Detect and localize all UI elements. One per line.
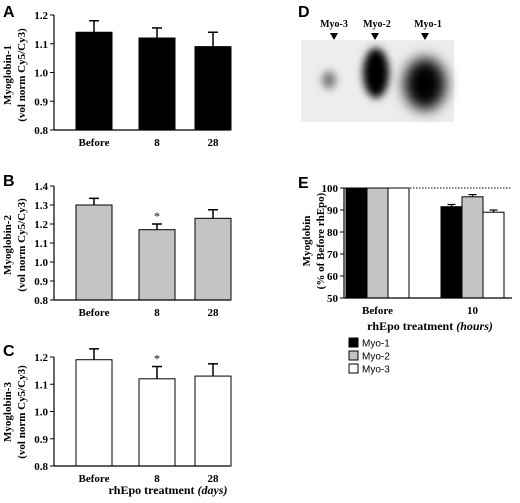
x-axis-label-c-main: rhEpo treatment	[108, 483, 197, 497]
legend-label-myo-2: Myo-2	[362, 352, 390, 363]
y-tick-label-e-2: 70	[327, 249, 339, 261]
x-axis-label-c: rhEpo treatment (days)	[108, 483, 227, 497]
blot-label-myo-3: Myo-3	[320, 19, 348, 30]
x-tick-label-b-2: 28	[208, 307, 220, 319]
bar-e-myo-2-0	[366, 187, 389, 299]
bar-c-0	[75, 359, 113, 467]
bar-a-1	[138, 37, 176, 131]
blot-spot-myo-3	[322, 71, 336, 89]
y-tick-label-b-3: 1.1	[34, 238, 48, 250]
x-axis-label-e-main: rhEpo treatment	[367, 319, 456, 333]
panel-letter-b: B	[3, 173, 15, 190]
y-axis-label-c-line1: Myoglobin-3	[2, 382, 14, 442]
bar-b-0	[75, 204, 113, 301]
bar-e-myo-1-1	[440, 206, 463, 299]
significance-marker-b-1: *	[154, 209, 160, 223]
y-tick-label-b-5: 1.3	[34, 200, 48, 212]
significance-marker-c-1: *	[154, 352, 160, 366]
legend-swatch-myo-2	[348, 350, 359, 361]
y-tick-label-e-5: 100	[322, 183, 339, 195]
bar-a-2	[194, 46, 232, 131]
x-tick-label-a-2: 28	[208, 137, 220, 149]
x-tick-label-c-2: 28	[208, 473, 220, 485]
arrow-down-icon	[371, 33, 379, 40]
legend-label-myo-1: Myo-1	[362, 339, 390, 350]
y-tick-label-c-4: 1.2	[34, 352, 48, 364]
blot-label-myo-2: Myo-2	[363, 19, 391, 30]
x-axis-label-c-unit: (days)	[198, 483, 228, 497]
legend-swatch-myo-3	[348, 363, 359, 374]
chart-panel-c: Myoglobin-3 (vol norm Cy5/Cy3) rhEpo tre…	[2, 348, 232, 497]
blot-panel-d: Myo-3 Myo-2 Myo-1	[301, 19, 454, 122]
x-axis-label-e: rhEpo treatment (hours)	[367, 319, 493, 333]
blot-label-myo-1: Myo-1	[414, 19, 442, 30]
chart-panel-e: Myoglobin (% of Before rhEpo) rhEpo trea…	[301, 183, 512, 376]
y-tick-label-a-4: 1.2	[34, 10, 48, 22]
x-tick-label-c-1: 8	[154, 473, 160, 485]
x-tick-label-e-0: Before	[362, 305, 393, 317]
y-tick-label-e-4: 90	[327, 205, 339, 217]
bar-c-2	[194, 375, 232, 467]
panel-letter-c: C	[3, 343, 15, 360]
x-tick-label-c-0: Before	[79, 473, 110, 485]
blot-spot-myo-1	[404, 58, 446, 110]
y-tick-label-e-1: 60	[327, 271, 339, 283]
y-tick-label-a-2: 1.0	[34, 68, 48, 80]
y-axis-label-e-line2: (% of Before rhEpo)	[315, 192, 327, 289]
y-tick-label-c-1: 0.9	[34, 434, 48, 446]
bar-e-myo-3-0	[387, 187, 410, 299]
y-axis-label-b-line2: (vol norm Cy5/Cy3)	[16, 198, 28, 292]
legend-label-myo-3: Myo-3	[362, 365, 390, 376]
panel-letter-d: D	[298, 4, 310, 21]
y-axis-label-c-line2: (vol norm Cy5/Cy3)	[16, 365, 28, 459]
panel-letter-a: A	[3, 4, 15, 21]
chart-panel-b: Myoglobin-2 (vol norm Cy5/Cy3) Before 8 * 2…	[2, 181, 232, 319]
arrow-down-icon	[330, 33, 338, 40]
x-tick-label-b-1: 8	[154, 307, 160, 319]
y-tick-label-e-3: 80	[327, 227, 339, 239]
bar-b-1	[138, 229, 176, 301]
bar-e-myo-1-0	[345, 187, 368, 299]
x-tick-label-e-1: 10	[467, 305, 479, 317]
y-tick-label-b-6: 1.4	[34, 181, 48, 193]
x-axis-label-e-unit: (hours)	[456, 319, 493, 333]
y-tick-label-b-4: 1.2	[34, 219, 48, 231]
arrow-down-icon	[421, 33, 429, 40]
y-tick-label-b-0: 0.8	[34, 295, 48, 307]
x-tick-label-a-1: 8	[154, 137, 160, 149]
bar-e-myo-3-1	[482, 211, 505, 299]
y-tick-label-a-3: 1.1	[34, 39, 48, 51]
y-tick-label-c-3: 1.1	[34, 379, 48, 391]
y-tick-label-a-1: 0.9	[34, 96, 48, 108]
bar-b-2	[194, 217, 232, 301]
y-tick-label-c-2: 1.0	[34, 407, 48, 419]
y-axis-label-b-line1: Myoglobin-2	[2, 215, 14, 275]
chart-panel-a: Myoglobin-1 (vol norm Cy5/Cy3) Before 8 28…	[2, 10, 232, 149]
y-tick-label-b-1: 0.9	[34, 276, 48, 288]
x-tick-label-b-0: Before	[79, 307, 110, 319]
y-tick-label-e-0: 50	[327, 293, 339, 305]
x-tick-label-a-0: Before	[79, 137, 110, 149]
bar-e-myo-2-1	[461, 196, 484, 299]
bar-a-0	[75, 31, 113, 131]
y-axis-label-a-line1: Myoglobin-1	[2, 45, 14, 105]
panel-letter-e: E	[298, 175, 309, 192]
y-axis-label-a-line2: (vol norm Cy5/Cy3)	[16, 28, 28, 122]
bar-c-1	[138, 378, 176, 467]
y-axis-label-e-line1: Myoglobin	[301, 216, 313, 267]
y-tick-label-c-0: 0.8	[34, 461, 48, 473]
blot-spot-myo-2	[363, 48, 389, 98]
y-tick-label-b-2: 1.0	[34, 257, 48, 269]
y-tick-label-a-0: 0.8	[34, 125, 48, 137]
legend-swatch-myo-1	[348, 337, 359, 348]
